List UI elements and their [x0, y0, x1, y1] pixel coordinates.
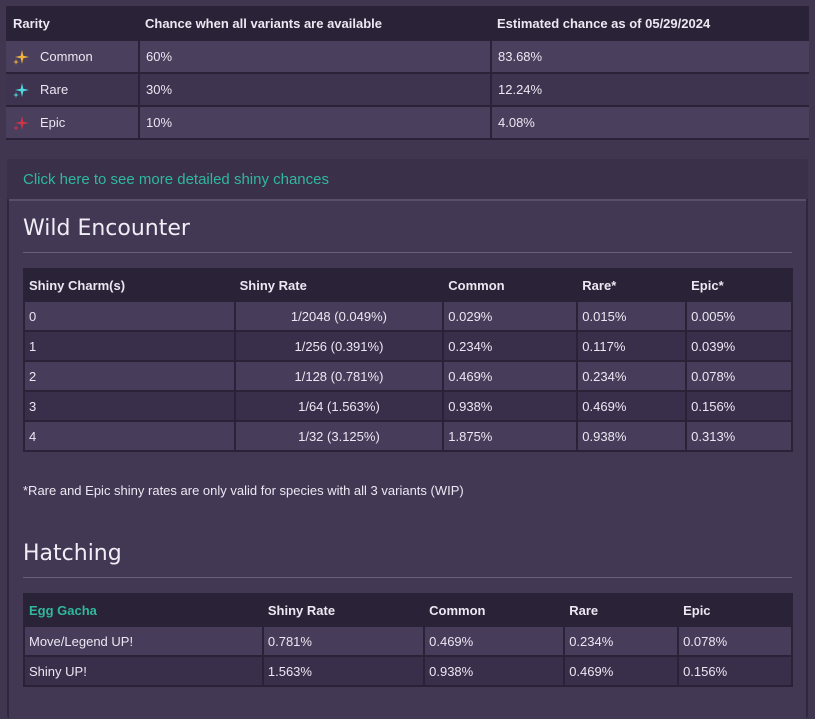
rarity-row-rare: Rare 30% 12.24%	[6, 74, 809, 105]
table-cell: 0.781%	[263, 627, 424, 655]
yellow-sparkle-icon	[13, 49, 29, 65]
table-cell: 0.938%	[444, 392, 577, 420]
table-cell: Move/Legend UP!	[25, 627, 262, 655]
column-header: Epic*	[687, 270, 791, 300]
table-cell: 0.234%	[565, 627, 678, 655]
table-cell: 0.469%	[565, 657, 678, 685]
table-cell: Shiny UP!	[25, 657, 262, 685]
chance-all-header: Chance when all variants are available	[138, 8, 490, 39]
table-row: 1 1/256 (0.391%) 0.234% 0.117% 0.039%	[25, 332, 791, 360]
rates-footnote: *Rare and Epic shiny rates are only vali…	[23, 483, 464, 498]
table-cell: 1/256 (0.391%)	[235, 332, 443, 360]
table-row: 4 1/32 (3.125%) 1.875% 0.938% 0.313%	[25, 422, 791, 450]
table-cell: 3	[25, 392, 234, 420]
rarity-name: Rare	[40, 82, 69, 97]
column-header: Rare*	[578, 270, 686, 300]
table-cell: 1.875%	[444, 422, 577, 450]
table-cell: 1.563%	[263, 657, 424, 685]
column-header: Rare	[565, 595, 678, 625]
chance-value: 10%	[138, 107, 490, 138]
table-cell: 1/128 (0.781%)	[235, 362, 443, 390]
table-header-row: Egg Gacha Shiny Rate Common Rare Epic	[25, 595, 791, 625]
chance-value: 30%	[138, 74, 490, 105]
panel-body: Wild Encounter Shiny Charm(s) Shiny Rate…	[9, 199, 806, 719]
divider	[23, 577, 792, 578]
table-row: Move/Legend UP! 0.781% 0.469% 0.234% 0.0…	[25, 627, 791, 655]
chance-value: 60%	[138, 41, 490, 72]
table-cell: 1	[25, 332, 234, 360]
estimated-value: 12.24%	[490, 74, 809, 105]
table-header-row: Shiny Charm(s) Shiny Rate Common Rare* E…	[25, 270, 791, 300]
rarity-header-row: Rarity Chance when all variants are avai…	[6, 8, 809, 39]
divider	[23, 252, 792, 253]
column-header: Common	[425, 595, 564, 625]
hatching-title: Hatching	[23, 541, 122, 566]
table-cell: 0.005%	[687, 302, 791, 330]
table-cell: 0.156%	[679, 657, 791, 685]
table-cell: 0.029%	[444, 302, 577, 330]
red-sparkle-icon	[13, 115, 29, 131]
table-cell: 0.156%	[687, 392, 791, 420]
shiny-details-panel: Click here to see more detailed shiny ch…	[7, 159, 808, 719]
table-row: 3 1/64 (1.563%) 0.938% 0.469% 0.156%	[25, 392, 791, 420]
rarity-name: Epic	[40, 115, 66, 130]
cyan-sparkle-icon	[13, 82, 29, 98]
table-cell: 0.117%	[578, 332, 686, 360]
rarity-row-common: Common 60% 83.68%	[6, 41, 809, 72]
details-link[interactable]: Click here to see more detailed shiny ch…	[23, 170, 329, 188]
table-cell: 0.078%	[687, 362, 791, 390]
rarity-name: Common	[40, 49, 93, 64]
hatching-table: Egg Gacha Shiny Rate Common Rare Epic Mo…	[23, 593, 793, 687]
table-cell: 0.469%	[425, 627, 564, 655]
table-cell: 0.234%	[444, 332, 577, 360]
table-cell: 4	[25, 422, 234, 450]
table-cell: 0.469%	[578, 392, 686, 420]
column-header: Common	[444, 270, 577, 300]
rarity-table: Rarity Chance when all variants are avai…	[6, 6, 809, 140]
rarity-row-epic: Epic 10% 4.08%	[6, 107, 809, 138]
estimated-value: 4.08%	[490, 107, 809, 138]
table-cell: 0.234%	[578, 362, 686, 390]
wild-encounter-title: Wild Encounter	[23, 216, 190, 241]
column-header: Shiny Rate	[263, 595, 424, 625]
table-cell: 0.938%	[578, 422, 686, 450]
column-header: Epic	[679, 595, 791, 625]
egg-gacha-header: Egg Gacha	[25, 595, 262, 625]
table-cell: 0.039%	[687, 332, 791, 360]
table-cell: 0	[25, 302, 234, 330]
table-cell: 1/2048 (0.049%)	[235, 302, 443, 330]
column-header: Shiny Rate	[235, 270, 443, 300]
table-cell: 0.469%	[444, 362, 577, 390]
panel-header[interactable]: Click here to see more detailed shiny ch…	[7, 159, 808, 199]
table-cell: 1/32 (3.125%)	[235, 422, 443, 450]
table-row: 0 1/2048 (0.049%) 0.029% 0.015% 0.005%	[25, 302, 791, 330]
table-row: 2 1/128 (0.781%) 0.469% 0.234% 0.078%	[25, 362, 791, 390]
wild-encounter-table: Shiny Charm(s) Shiny Rate Common Rare* E…	[23, 268, 793, 452]
table-row: Shiny UP! 1.563% 0.938% 0.469% 0.156%	[25, 657, 791, 685]
table-cell: 0.938%	[425, 657, 564, 685]
table-cell: 0.078%	[679, 627, 791, 655]
table-cell: 0.015%	[578, 302, 686, 330]
estimated-chance-header: Estimated chance as of 05/29/2024	[490, 8, 809, 39]
estimated-value: 83.68%	[490, 41, 809, 72]
column-header: Shiny Charm(s)	[25, 270, 234, 300]
rarity-header: Rarity	[6, 8, 138, 39]
table-cell: 2	[25, 362, 234, 390]
table-cell: 0.313%	[687, 422, 791, 450]
table-cell: 1/64 (1.563%)	[235, 392, 443, 420]
